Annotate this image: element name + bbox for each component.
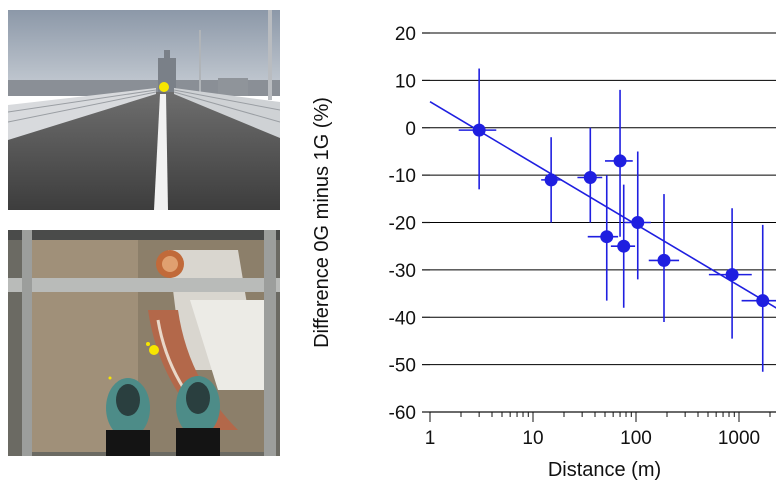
point-marker bbox=[600, 230, 614, 244]
y-tick-label: 20 bbox=[395, 24, 416, 45]
road-photo bbox=[8, 10, 280, 210]
point-marker bbox=[472, 123, 486, 137]
point-marker bbox=[725, 268, 739, 282]
yellow-target-dot bbox=[159, 82, 169, 92]
x-axis-label: Distance (m) bbox=[548, 459, 661, 481]
x-tick-label: 100 bbox=[620, 428, 652, 449]
data-point bbox=[587, 175, 619, 301]
right-shoe bbox=[176, 376, 220, 456]
data-point bbox=[610, 184, 636, 308]
data-point bbox=[648, 194, 680, 322]
y-tick-label: -20 bbox=[389, 214, 416, 235]
data-point bbox=[604, 89, 633, 237]
y-tick-label: -60 bbox=[389, 403, 416, 424]
point-marker bbox=[583, 170, 597, 184]
point-marker bbox=[657, 253, 671, 267]
white-tower bbox=[190, 300, 266, 390]
x-tick-label: 10 bbox=[522, 428, 543, 449]
road-skyline bbox=[8, 80, 280, 96]
y-tick-label: -40 bbox=[389, 308, 416, 329]
data-points bbox=[458, 68, 776, 372]
right-railing bbox=[174, 88, 280, 138]
y-axis-label: Difference 0G minus 1G (%) bbox=[311, 97, 333, 348]
point-marker bbox=[617, 239, 631, 253]
point-marker bbox=[631, 216, 645, 229]
frame-beam bbox=[8, 278, 280, 292]
y-tick-label: 0 bbox=[405, 119, 416, 140]
data-point bbox=[577, 127, 603, 223]
data-point bbox=[541, 137, 562, 223]
gridlines bbox=[430, 32, 776, 366]
glass-floor-photo bbox=[8, 230, 280, 456]
curved-building bbox=[148, 310, 238, 430]
data-point bbox=[458, 68, 497, 190]
y-tick-label: -50 bbox=[389, 356, 416, 377]
road-surface bbox=[8, 92, 280, 210]
center-lane-line bbox=[154, 94, 168, 210]
y-tick-label: -30 bbox=[389, 261, 416, 282]
point-marker bbox=[756, 294, 770, 308]
left-railing bbox=[8, 88, 156, 140]
data-point bbox=[624, 151, 651, 280]
frame-top bbox=[8, 230, 280, 240]
x-tick-label: 1000 bbox=[718, 428, 760, 449]
data-point bbox=[708, 208, 752, 339]
yellow-target-dot-floor bbox=[149, 345, 159, 355]
left-shoe bbox=[106, 378, 150, 456]
x-tick-label: 1 bbox=[425, 428, 436, 449]
axes bbox=[422, 32, 776, 422]
point-marker bbox=[613, 154, 627, 168]
point-marker bbox=[544, 173, 558, 187]
data-point bbox=[741, 224, 776, 372]
y-tick-label: 10 bbox=[395, 71, 416, 92]
y-tick-label: -10 bbox=[389, 166, 416, 187]
frame-right bbox=[264, 230, 276, 456]
frame-left bbox=[22, 230, 32, 456]
